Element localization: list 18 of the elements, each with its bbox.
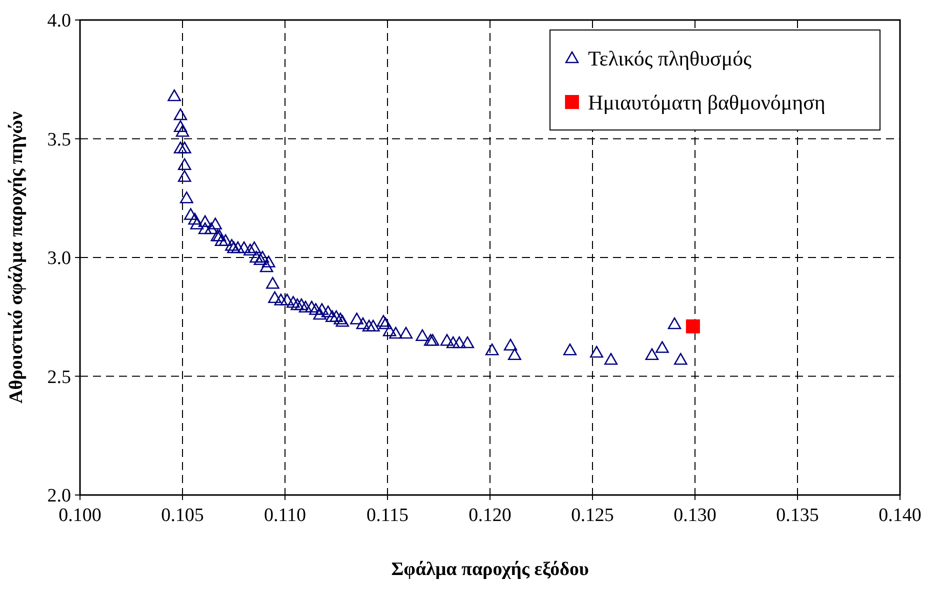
x-tick-label: 0.100	[58, 505, 102, 526]
y-tick-label: 2.0	[47, 486, 71, 507]
x-tick-label: 0.135	[776, 505, 819, 526]
x-tick-label: 0.125	[571, 505, 614, 526]
y-tick-label: 2.5	[47, 366, 71, 388]
legend-label: Ημιαυτόματη βαθμονόμηση	[588, 90, 826, 114]
x-tick-label: 0.120	[468, 505, 512, 526]
y-axis-title: Αθροιστικό σφάλμα παροχής πηγών	[6, 111, 27, 404]
y-tick-label: 3.5	[47, 129, 71, 150]
x-tick-label: 0.130	[674, 505, 716, 526]
x-tick-label: 0.110	[264, 505, 306, 526]
y-tick-label: 4.0	[47, 10, 71, 32]
x-tick-label: 0.140	[878, 505, 922, 526]
x-tick-label: 0.115	[366, 505, 409, 526]
x-axis-title: Σφάλμα παροχής εξόδου	[391, 559, 589, 580]
y-tick-label: 3.0	[47, 248, 71, 270]
x-tick-label: 0.105	[161, 505, 204, 526]
legend-label: Τελικός πληθυσμός	[588, 46, 752, 70]
